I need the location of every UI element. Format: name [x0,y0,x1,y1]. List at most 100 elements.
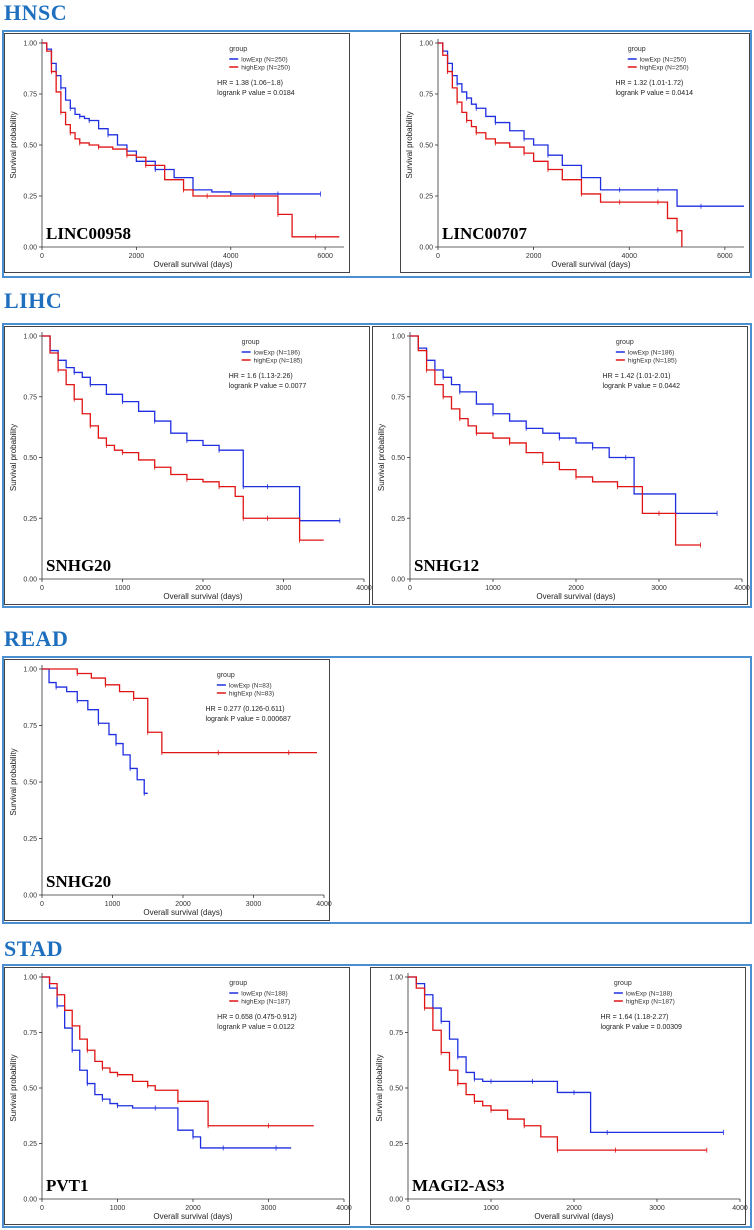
chart-0-series-highExp [42,42,340,238]
section-box-hnsc [2,30,752,278]
chart-5-ytick-label-0: 0.00 [23,1197,37,1204]
chart-0-xtick-label-1: 2000 [129,253,145,260]
chart-3-ytick-label-1: 0.25 [391,516,405,523]
chart-6-hr-annotation: HR = 1.64 (1.18-2.27) [601,1014,669,1021]
km-chart-lihc-snhg20: 0.00 0.25 0.50 0.75 1.00 0 1000 2000 3000 4000 Ove… [4,326,372,605]
chart-4-xtick-label-2: 2000 [175,901,191,908]
chart-5-xtick-label-1: 1000 [110,1205,126,1212]
chart-5-xtick-label-0: 0 [40,1205,44,1212]
chart-6-legend-low: lowExp (N=188) [626,991,672,998]
chart-0-gene-label: LINC00958 [46,224,131,243]
chart-0-ytick-label-3: 0.75 [23,92,37,99]
chart-3-ytick-label-2: 0.50 [391,455,405,462]
chart-2-ytick-label-0: 0.00 [23,577,37,584]
chart-2-legend-low: lowExp (N=186) [254,350,300,357]
chart-5-xtick-label-4: 4000 [336,1205,352,1212]
chart-3-series-lowExp [410,335,718,515]
chart-1-ytick-label-0: 0.00 [419,245,433,252]
chart-3-ytick-label-3: 0.75 [391,394,405,401]
chart-2-xtick-label-1: 1000 [115,585,131,592]
chart-1-legend-high: highExp (N=250) [640,65,689,72]
chart-3-ylabel: Survival probability [377,424,386,491]
chart-6-legend-title: group [614,980,632,987]
chart-4-xtick-label-0: 0 [40,901,44,908]
chart-6-series-lowExp [408,976,724,1134]
chart-6-xtick-label-0: 0 [406,1205,410,1212]
chart-2-hr-annotation: HR = 1.6 (1.13-2.26) [229,373,293,380]
chart-1-legend-title: group [628,46,646,53]
chart-0-legend-title: group [229,46,247,53]
chart-0-xtick-label-2: 4000 [223,253,239,260]
chart-0-legend-low: lowExp (N=250) [241,57,287,64]
chart-0-ytick-label-4: 1.00 [23,41,37,48]
chart-6-pval-annotation: logrank P value = 0.00309 [601,1024,683,1031]
chart-2-xtick-label-4: 4000 [356,585,372,592]
chart-1-ytick-label-4: 1.00 [419,41,433,48]
chart-1-xtick-label-0: 0 [436,253,440,260]
chart-0-xtick-label-0: 0 [40,253,44,260]
chart-1-ytick-label-1: 0.25 [419,194,433,201]
chart-6-ytick-label-3: 0.75 [389,1030,403,1037]
chart-2-xtick-label-3: 3000 [276,585,292,592]
chart-4-legend-high: highExp (N=83) [229,691,274,698]
chart-2-ytick-label-2: 0.50 [23,455,37,462]
km-chart-stad-magi2as3: 0.00 0.25 0.50 0.75 1.00 0 1000 2000 3000 4000 Ove… [370,967,748,1225]
chart-5-legend-low: lowExp (N=188) [241,991,287,998]
chart-0-xtick-label-3: 6000 [317,253,333,260]
chart-4-ytick-label-4: 1.00 [23,667,37,674]
chart-5-series-highExp [42,976,314,1127]
chart-2-ytick-label-4: 1.00 [23,334,37,341]
chart-2-frame [4,326,370,605]
chart-1-hr-annotation: HR = 1.32 (1.01-1.72) [615,80,683,87]
chart-1-ytick-label-3: 0.75 [419,92,433,99]
chart-5-xlabel: Overall survival (days) [153,1212,232,1221]
section-box-stad [2,964,752,1228]
chart-5-hr-annotation: HR = 0.658 (0.475-0.912) [217,1014,297,1021]
chart-1-series-lowExp [438,42,744,207]
chart-2-pval-annotation: logrank P value = 0.0077 [229,383,307,390]
chart-2-series-highExp [42,335,324,541]
chart-1-xlabel: Overall survival (days) [551,260,630,269]
chart-2-ylabel: Survival probability [9,424,18,491]
chart-3-legend-high: highExp (N=185) [628,358,677,365]
chart-6-ylabel: Survival probability [375,1054,384,1121]
chart-0-ytick-label-1: 0.25 [23,194,37,201]
chart-4-ylabel: Survival probability [9,748,18,815]
chart-2-ytick-label-1: 0.25 [23,516,37,523]
chart-4-xtick-label-4: 4000 [316,901,332,908]
chart-6-ytick-label-0: 0.00 [389,1197,403,1204]
chart-3-ytick-label-0: 0.00 [391,577,405,584]
section-title-stad: STAD [4,936,64,961]
chart-6-xtick-label-3: 3000 [649,1205,665,1212]
chart-2-legend-high: highExp (N=185) [254,358,303,365]
chart-5-gene-label: PVT1 [46,1176,89,1195]
section-title-lihc: LIHC [4,288,63,313]
chart-4-ytick-label-1: 0.25 [23,836,37,843]
chart-2-xtick-label-0: 0 [40,585,44,592]
chart-4-gene-label: SNHG20 [46,872,111,891]
chart-5-ytick-label-2: 0.50 [23,1086,37,1093]
section-box-lihc [2,323,752,608]
chart-3-xlabel: Overall survival (days) [536,592,615,601]
chart-1-series-highExp [438,42,683,247]
chart-1-frame [400,33,750,273]
chart-4-ytick-label-2: 0.50 [23,780,37,787]
km-chart-stad-pvt1: 0.00 0.25 0.50 0.75 1.00 0 1000 2000 3000 4000 Ove… [4,967,352,1225]
chart-3-legend-low: lowExp (N=186) [628,350,674,357]
chart-5-frame [4,967,350,1225]
chart-2-gene-label: SNHG20 [46,556,111,575]
chart-1-pval-annotation: logrank P value = 0.0414 [615,90,693,97]
chart-0-series-lowExp [42,42,321,195]
chart-3-legend-title: group [616,339,634,346]
chart-2-legend-title: group [242,339,260,346]
chart-0-ylabel: Survival probability [9,111,18,178]
chart-4-xtick-label-3: 3000 [246,901,262,908]
chart-2-xlabel: Overall survival (days) [163,592,242,601]
chart-4-ytick-label-3: 0.75 [23,723,37,730]
chart-5-ytick-label-3: 0.75 [23,1030,37,1037]
section-title-read: READ [4,626,69,651]
chart-4-series-lowExp [42,668,148,794]
chart-4-xtick-label-1: 1000 [105,901,121,908]
chart-5-ylabel: Survival probability [9,1054,18,1121]
section-title-hnsc: HNSC [4,0,68,25]
